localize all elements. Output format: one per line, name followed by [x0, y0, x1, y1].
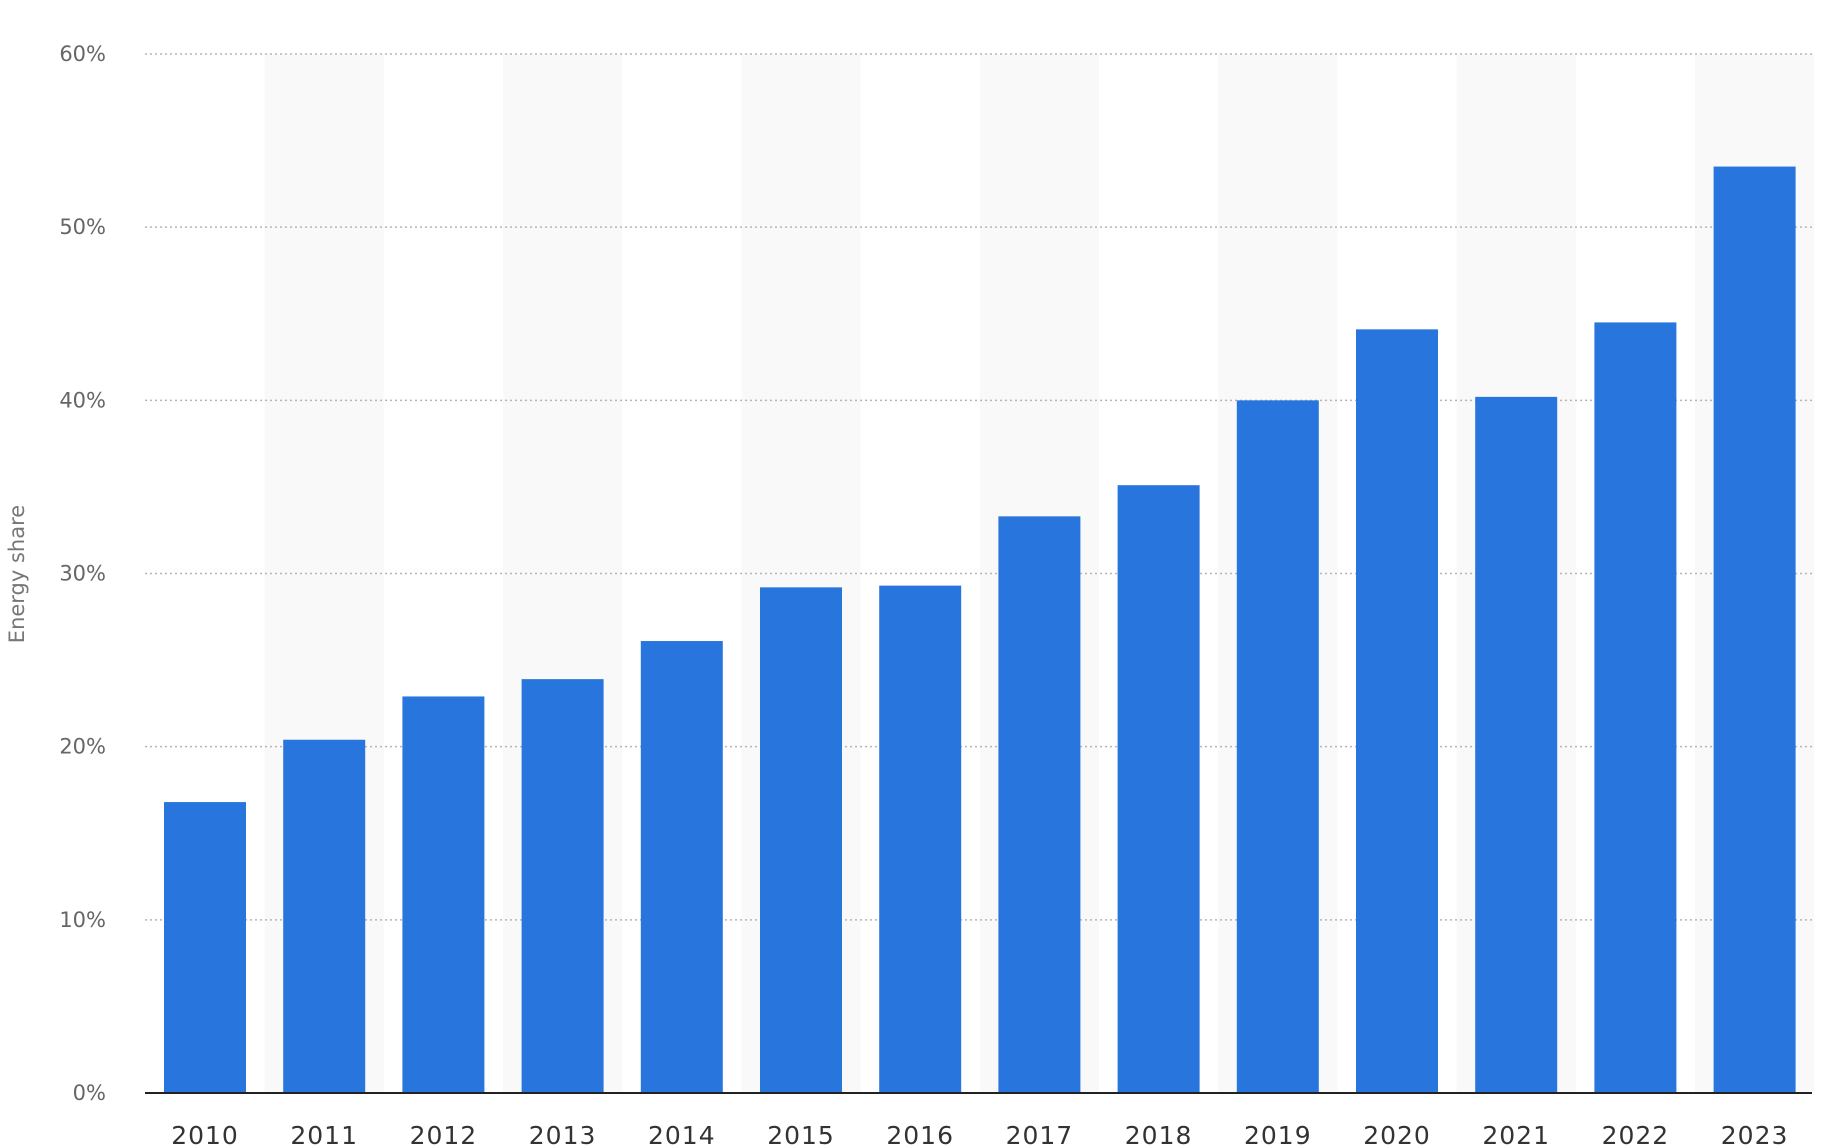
y-tick-label: 10%	[59, 908, 106, 932]
x-tick-label: 2021	[1482, 1121, 1550, 1148]
bar-2013	[521, 679, 604, 1093]
x-tick-label: 2013	[529, 1121, 597, 1148]
x-tick-label: 2019	[1244, 1121, 1312, 1148]
bars	[164, 166, 1796, 1094]
bar-2016	[879, 585, 962, 1093]
x-tick-label: 2012	[410, 1121, 478, 1148]
bar-2011	[283, 739, 366, 1093]
x-tick-label: 2010	[171, 1121, 239, 1148]
y-tick-label: 30%	[59, 562, 106, 586]
bar-2010	[164, 802, 246, 1093]
y-tick-label: 50%	[59, 215, 106, 239]
y-tick-label: 0%	[73, 1081, 106, 1105]
bar-2014	[640, 641, 723, 1093]
x-tick-label: 2018	[1125, 1121, 1193, 1148]
x-tick-label: 2023	[1721, 1121, 1789, 1148]
bar-2019	[1236, 400, 1319, 1093]
x-tick-label: 2022	[1602, 1121, 1670, 1148]
bar-2012	[402, 696, 485, 1093]
y-tick-label: 60%	[59, 42, 106, 66]
y-tick-label: 40%	[59, 388, 106, 412]
x-tick-label: 2015	[767, 1121, 835, 1148]
bar-2022	[1594, 322, 1677, 1093]
x-axis-ticks: 2010 2011 2012 2013 2014 2015 2016 2017 2018 2019…	[171, 1121, 1789, 1148]
y-axis-title: Energy share	[5, 505, 29, 643]
bar-2023	[1713, 166, 1796, 1093]
bar-2015	[760, 587, 842, 1093]
x-tick-label: 2017	[1006, 1121, 1074, 1148]
bar-2017	[998, 516, 1081, 1093]
x-tick-label: 2020	[1363, 1121, 1431, 1148]
bar-2018	[1117, 485, 1200, 1093]
x-tick-label: 2014	[648, 1121, 716, 1148]
y-tick-label: 20%	[59, 735, 106, 759]
x-tick-label: 2011	[290, 1121, 358, 1148]
x-tick-label: 2016	[886, 1121, 954, 1148]
bar-2021	[1475, 396, 1558, 1093]
y-axis-ticks: 0% 10% 20% 30% 40% 50% 60%	[59, 42, 106, 1105]
bar-2020	[1356, 329, 1438, 1094]
